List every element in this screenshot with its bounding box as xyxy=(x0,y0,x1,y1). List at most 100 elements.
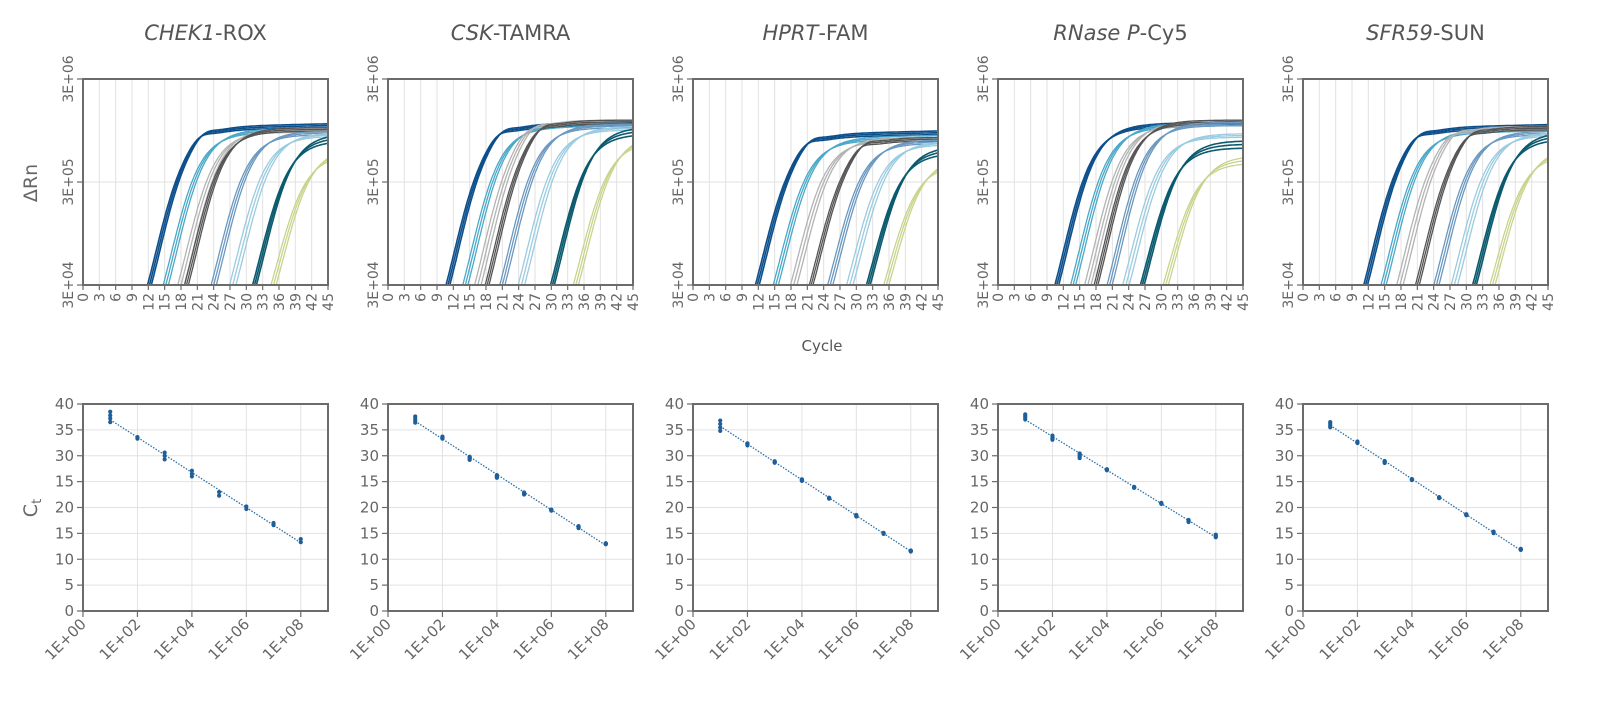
x-tick-label: 0 xyxy=(76,293,92,302)
standard-curve-y-axis-title: Ct xyxy=(20,499,45,517)
standard-curve-point xyxy=(413,414,418,419)
panel-title-gene: RNase P xyxy=(1053,21,1140,45)
y-tick-label: 5 xyxy=(1284,576,1294,594)
y-tick-label: 10 xyxy=(665,550,684,568)
standard-curve-trendline xyxy=(719,425,912,552)
standard-curve-point xyxy=(494,473,499,478)
amplification-curve-1E+02 xyxy=(551,131,633,285)
x-tick-label: 12 xyxy=(1056,293,1072,311)
amplification-curve-1E+06 xyxy=(793,138,938,285)
y-tick-label: 30 xyxy=(55,447,74,465)
standard-curve-point xyxy=(522,490,527,495)
amplification-curve-1E+05 xyxy=(1416,127,1548,285)
amplification-curve-1E+01 xyxy=(1494,156,1548,285)
amplification-curve-1E+02 xyxy=(255,136,328,285)
y-tick-label: 3E+06 xyxy=(1281,55,1297,102)
x-tick-label: 1E+08 xyxy=(1479,615,1528,664)
y-tick-label: 15 xyxy=(360,524,379,542)
amplification-curve-1E+04 xyxy=(499,127,633,285)
standard-curve-trendline xyxy=(1024,419,1217,538)
amplification-curve-1E+03 xyxy=(235,132,328,285)
y-tick-label: 35 xyxy=(1275,421,1294,439)
ct-label-main: C xyxy=(20,504,42,517)
amplification-curve-1E+01 xyxy=(577,144,633,285)
standard-curve-point xyxy=(244,504,249,509)
x-tick-label: 21 xyxy=(495,293,511,311)
x-tick-label: 3 xyxy=(702,293,718,302)
amplification-curve-1E+03 xyxy=(520,127,633,285)
amplification-curve-1E+03 xyxy=(517,129,633,285)
panel-title-gene: HPRT xyxy=(762,21,820,45)
amplification-curve-1E+04 xyxy=(827,143,938,285)
x-tick-label: 1E+00 xyxy=(956,615,1005,664)
amplification-curve-1E+05 xyxy=(486,121,633,285)
standard-curve-point xyxy=(1050,433,1055,438)
amplification-curve-1E+01 xyxy=(1167,157,1243,285)
amplification-curve-1E+03 xyxy=(1128,133,1243,285)
x-tick-label: 42 xyxy=(1525,293,1541,311)
amplification-curve-1E+05 xyxy=(185,128,328,285)
y-tick-label: 15 xyxy=(665,524,684,542)
amplification-x-axis-title: Cycle xyxy=(802,337,843,355)
amplification-curve-1E+03 xyxy=(1122,136,1243,285)
x-tick-label: 3 xyxy=(92,293,108,302)
standard-curve-point xyxy=(440,434,445,439)
amplification-curve-1E+01 xyxy=(1491,158,1548,285)
y-tick-label: 40 xyxy=(1275,395,1294,413)
standard-curve-panel: 0 5 10 15 20 15 30 35 40 1E+00 1E+02 1E+04 1E+06 1E+0… xyxy=(346,395,634,664)
x-tick-label: 27 xyxy=(223,293,239,311)
panel-title-dye: -Cy5 xyxy=(1140,21,1188,45)
panel-title: RNase P-Cy5 xyxy=(1053,21,1187,45)
x-tick-label: 1E+06 xyxy=(205,615,254,664)
x-tick-label: 21 xyxy=(800,293,816,311)
x-tick-label: 18 xyxy=(174,293,190,311)
amplification-curve-1E+01 xyxy=(272,159,328,285)
x-tick-label: 27 xyxy=(1443,293,1459,311)
standard-curve-point xyxy=(772,459,777,464)
standard-curve-point xyxy=(854,512,859,518)
standard-curve-point xyxy=(217,493,222,498)
x-tick-label: 12 xyxy=(751,293,767,311)
x-tick-label: 9 xyxy=(735,293,751,302)
amplification-curve-1E+08 xyxy=(1055,122,1243,285)
amplification-curve-1E+05 xyxy=(1095,121,1243,285)
amplification-curve-1E+08 xyxy=(1366,123,1548,285)
curves xyxy=(445,119,633,285)
y-tick-label: 3E+04 xyxy=(976,261,992,308)
amplification-curve-1E+04 xyxy=(1438,130,1548,285)
x-tick-label: 1E+04 xyxy=(1370,615,1419,664)
amplification-curve-1E+02 xyxy=(867,152,938,285)
amplification-curve-1E+06 xyxy=(796,136,938,285)
ct-label-subscript: t xyxy=(30,499,45,504)
x-tick-label: 9 xyxy=(1345,293,1361,302)
y-tick-label: 0 xyxy=(64,602,74,620)
y-tick-label: 5 xyxy=(979,576,989,594)
standard-curve-point xyxy=(108,420,113,425)
x-tick-label: 1E+00 xyxy=(41,615,90,664)
y-tick-label: 35 xyxy=(970,421,989,439)
panel-title: CSK-TAMRA xyxy=(451,21,571,45)
amplification-curve-1E+04 xyxy=(1111,121,1243,285)
x-tick-label: 33 xyxy=(1476,293,1492,311)
curves xyxy=(1054,119,1243,285)
amplification-curve-1E+03 xyxy=(845,144,938,285)
standard-curve-point xyxy=(799,477,804,482)
y-tick-label: 3E+05 xyxy=(366,158,382,205)
plot-frame xyxy=(1302,78,1549,286)
plot-frame xyxy=(1302,403,1549,612)
y-tick-label: 30 xyxy=(970,447,989,465)
amplification-curve-1E+02 xyxy=(1139,147,1243,285)
x-tick-label: 1E+00 xyxy=(1261,615,1310,664)
amplification-curve-1E+03 xyxy=(523,126,633,285)
amplification-curve-1E+03 xyxy=(852,141,938,285)
amplification-curve-1E+06 xyxy=(177,131,328,285)
x-tick-label: 6 xyxy=(1024,293,1040,302)
amplification-curve-1E+05 xyxy=(187,127,328,285)
standard-curve-point xyxy=(162,450,167,455)
x-tick-label: 18 xyxy=(784,293,800,311)
panel-title-gene: CHEK1 xyxy=(144,21,215,45)
standard-curve-point xyxy=(1159,500,1164,505)
